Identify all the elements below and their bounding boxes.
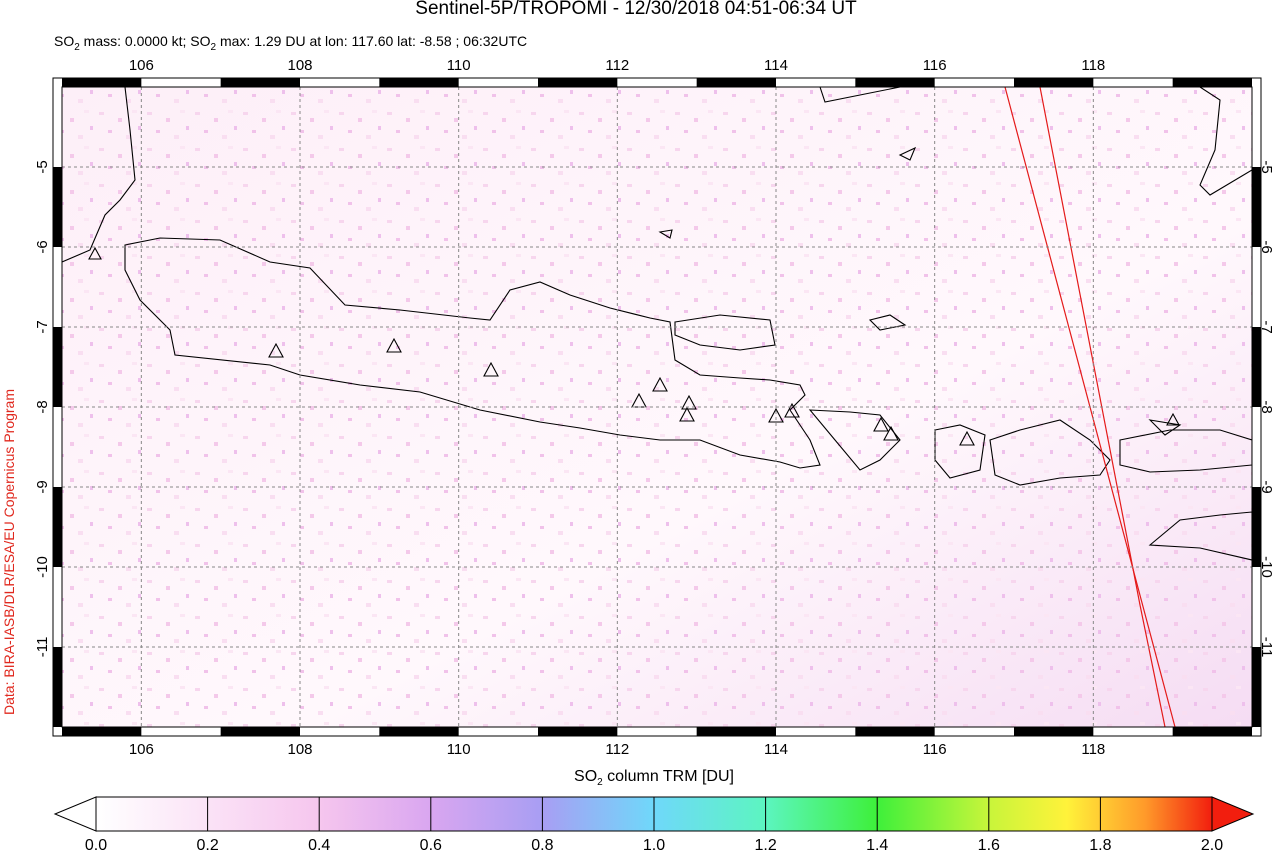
frame-band [53, 647, 62, 727]
lon-tick-label: 118 [1081, 57, 1105, 74]
colorbar-tick-label: 0.0 [85, 837, 107, 853]
frame-band [1252, 487, 1261, 567]
colorbar-tick-label: 0.8 [531, 837, 553, 853]
lon-tick-label: 112 [605, 741, 629, 758]
lat-tick-label: -5 [1258, 160, 1272, 173]
frame-band [1252, 327, 1261, 407]
frame-band [379, 78, 459, 87]
lat-tick-label: -11 [34, 637, 51, 658]
text-part: mass: 0.0000 kt; SO [80, 33, 211, 49]
colorbar-over [1211, 796, 1255, 832]
frame-band [379, 727, 459, 736]
frame-band [53, 327, 62, 407]
lon-tick-label: 110 [447, 741, 471, 758]
lat-tick-label: -9 [34, 480, 51, 493]
text-part: SO [574, 768, 597, 785]
subtitle: SO2 mass: 0.0000 kt; SO2 max: 1.29 DU at… [54, 33, 527, 53]
orbit-edge [1039, 87, 1166, 727]
axes: 106 106 108 108 110 110 112 112 114 114 116 116 118 1… [34, 57, 1272, 758]
frame-band [696, 78, 776, 87]
coast-sumba [1148, 511, 1252, 561]
frame-band [855, 727, 935, 736]
frame-band [1172, 78, 1252, 87]
lat-tick-label: -9 [1258, 480, 1272, 493]
lat-tick-label: -6 [34, 240, 51, 253]
text-part: column TRM [DU] [603, 768, 734, 785]
frame-outer [52, 77, 1262, 737]
text-part: 2 [597, 777, 603, 788]
frame-band [538, 727, 618, 736]
colorbar-tick-label: 0.6 [420, 837, 442, 853]
colorbar-tick-label: 0.2 [196, 837, 218, 853]
frame-band [1014, 727, 1094, 736]
lat-tick-label: -11 [1258, 637, 1272, 658]
lon-tick-label: 108 [287, 57, 312, 74]
text-part: SO [54, 33, 74, 49]
text-part: 2 [74, 42, 80, 53]
frame-band [1014, 78, 1094, 87]
coast-sumbawa [989, 419, 1111, 486]
lat-tick-label: -6 [1258, 240, 1272, 253]
frame-band [62, 727, 142, 736]
colorbar-tick-label: 2.0 [1201, 837, 1223, 853]
lat-tick-label: -8 [34, 400, 51, 413]
colorbar-tick-label: 1.8 [1089, 837, 1111, 853]
lat-tick-label: -7 [1258, 320, 1272, 333]
frame-band [220, 78, 300, 87]
lon-tick-label: 106 [129, 57, 154, 74]
colorbar-label: SO2 column TRM [DU] [574, 768, 734, 788]
text-part: 2 [211, 42, 217, 53]
coast-kalimantan [819, 87, 901, 103]
lon-tick-label: 114 [764, 57, 788, 74]
lon-tick-label: 114 [764, 741, 788, 758]
credit: Data: BIRA-IASB/DLR/ESA/EU Copernicus Pr… [1, 389, 17, 715]
lat-tick-label: -10 [1258, 556, 1272, 578]
frame-band [220, 727, 300, 736]
colorbar-under [53, 796, 97, 832]
colorbar-tick-label: 1.6 [978, 837, 1000, 853]
coast-flores [1119, 429, 1252, 473]
lon-tick-label: 116 [923, 57, 947, 74]
lon-tick-label: 112 [605, 57, 629, 74]
lon-tick-label: 116 [923, 741, 947, 758]
lat-tick-label: -7 [34, 320, 51, 333]
frame-band [62, 78, 142, 87]
text-part: max: 1.29 DU at lon: 117.60 lat: -8.58 ;… [216, 33, 527, 49]
lat-tick-label: -10 [34, 556, 51, 578]
frame-band [1172, 727, 1252, 736]
lon-tick-label: 108 [287, 741, 312, 758]
title: Sentinel-5P/TROPOMI - 12/30/2018 04:51-0… [415, 0, 857, 19]
frame-band [53, 487, 62, 567]
lon-tick-label: 110 [447, 57, 471, 74]
colorbar-tick-label: 1.2 [754, 837, 776, 853]
frame-band [696, 727, 776, 736]
colorbar-tick-label: 0.4 [308, 837, 330, 853]
frame-band [53, 167, 62, 247]
coast-madura [674, 314, 776, 351]
frame-band [855, 78, 935, 87]
lon-tick-label: 106 [129, 741, 154, 758]
lat-tick-label: -5 [34, 160, 51, 173]
colorbar-ticks: 0.0 0.2 0.4 0.6 0.8 1.0 1.2 1.4 1.6 1.8 2.0 [85, 797, 1223, 853]
coast-sumatra [62, 87, 136, 263]
map-area [62, 87, 1252, 727]
coast-sulawesi [1199, 87, 1252, 196]
coast-bali [808, 409, 901, 471]
colorbar-tick-label: 1.4 [866, 837, 888, 853]
coast-islands [658, 146, 1182, 436]
grid [62, 87, 1252, 727]
lon-tick-label: 118 [1081, 741, 1105, 758]
frame-band [1252, 647, 1261, 727]
coastlines [62, 87, 1252, 561]
frame-band [1252, 167, 1261, 247]
colorbar-tick-label: 1.0 [643, 837, 665, 853]
frame-band [538, 78, 618, 87]
lat-tick-label: -8 [1258, 400, 1272, 413]
